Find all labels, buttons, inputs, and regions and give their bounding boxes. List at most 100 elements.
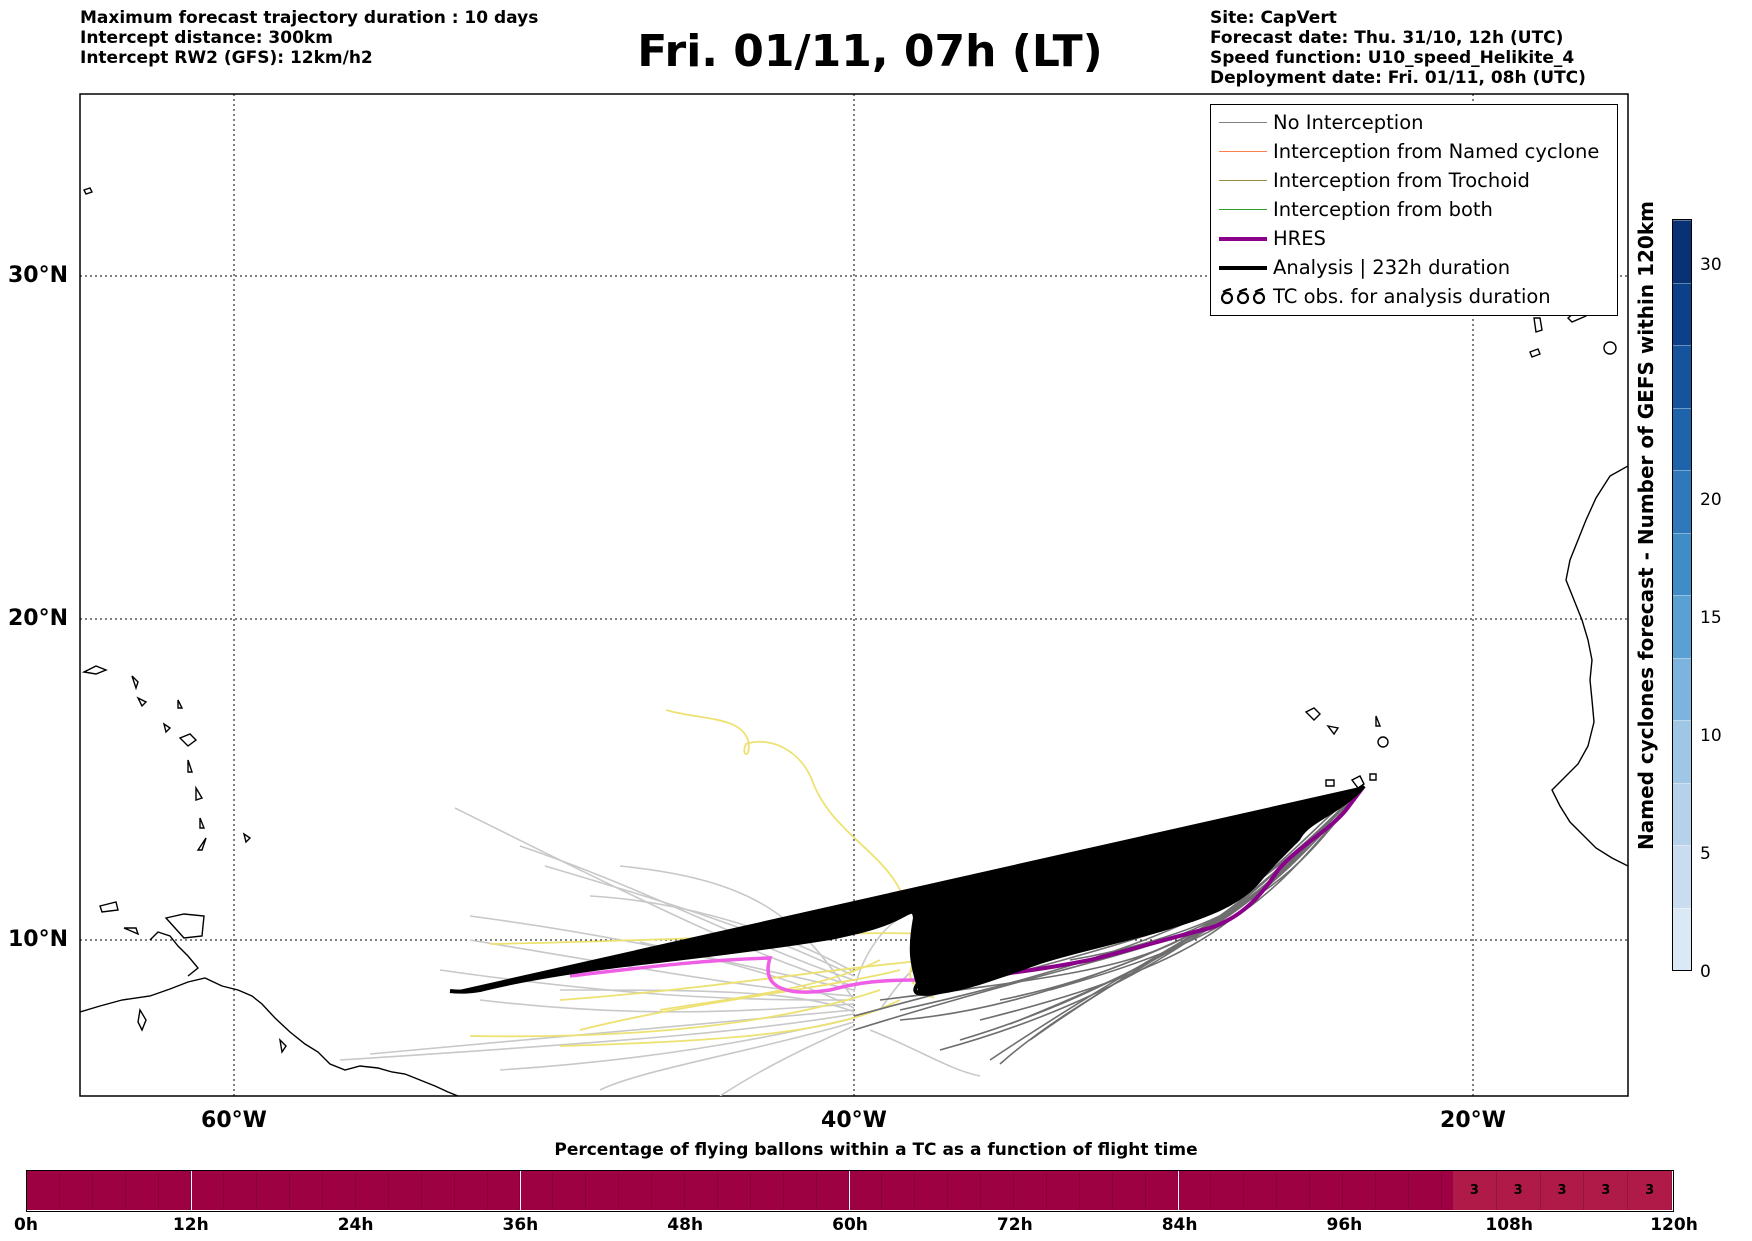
legend-item-tc-obs: TC obs. for analysis duration: [1211, 282, 1617, 311]
time-bar-cell: [717, 1171, 751, 1210]
time-bar-highlight-cell: 3: [1453, 1171, 1497, 1210]
coast-venezuela-2: [149, 931, 199, 977]
colorbar-tick-5: 5: [1700, 844, 1711, 864]
info-max-duration: Maximum forecast trajectory duration : 1…: [80, 8, 539, 28]
lon-label-40: 40°W: [821, 1108, 887, 1133]
legend-swatch: [1219, 151, 1267, 152]
time-bar-cell: [1079, 1171, 1113, 1210]
time-bar-cell: [553, 1171, 587, 1210]
info-forecast-date: Forecast date: Thu. 31/10, 12h (UTC): [1210, 28, 1564, 48]
legend-swatch: [1219, 237, 1267, 241]
info-intercept-distance: Intercept distance: 300km: [80, 28, 333, 48]
legend-label: HRES: [1273, 227, 1326, 250]
time-tick-label: 0h: [14, 1215, 38, 1235]
time-tick-label: 84h: [1161, 1215, 1198, 1235]
island-capeverde-4: [1377, 736, 1389, 748]
time-bar-cell: [1211, 1171, 1245, 1210]
time-bar-cell: [125, 1171, 159, 1210]
island-caribbean-10: [196, 837, 207, 851]
info-intercept-rw2: Intercept RW2 (GFS): 12km/h2: [80, 48, 373, 68]
time-bar-cell: [27, 1171, 60, 1210]
legend-swatch: [1219, 122, 1267, 123]
time-tick-label: 108h: [1485, 1215, 1533, 1235]
lon-label-60: 60°W: [201, 1108, 267, 1133]
colorbar-segment: [1673, 845, 1691, 908]
island-capeverde-3: [1375, 715, 1382, 727]
island-capeverde-1: [1304, 707, 1321, 721]
time-bar-highlight-cell: 3: [1628, 1171, 1672, 1210]
island-caribbean-11: [242, 832, 252, 844]
island-caribbean-2: [131, 675, 139, 691]
time-bar-cell: [1112, 1171, 1146, 1210]
legend-swatch: [1219, 180, 1267, 181]
island-caribbean-7: [187, 759, 193, 773]
colorbar-segment: [1673, 720, 1691, 783]
colorbar-segment: [1673, 907, 1691, 970]
island-small-1: [137, 1008, 147, 1032]
island-canary-4: [1533, 317, 1543, 333]
legend-item-named-cyclone: Interception from Named cyclone: [1211, 137, 1617, 166]
time-bar-cell: [1178, 1171, 1212, 1210]
colorbar-segment: [1673, 345, 1691, 408]
time-bar-cell: [388, 1171, 422, 1210]
colorbar-tick-30: 30: [1700, 255, 1722, 275]
time-bar-cell: [1145, 1171, 1179, 1210]
legend-label: Interception from both: [1273, 198, 1493, 221]
time-bar-cell: [1244, 1171, 1278, 1210]
time-bar-cell: [1277, 1171, 1311, 1210]
time-bar-cell: [454, 1171, 488, 1210]
coast-west-africa: [1551, 465, 1628, 867]
time-bar-cell: [356, 1171, 389, 1210]
colorbar-tick-0: 0: [1700, 962, 1711, 982]
time-bar-cell: [520, 1171, 554, 1210]
colorbar-segment: [1673, 595, 1691, 658]
time-bar-cell: [849, 1171, 883, 1210]
island-caribbean-6: [178, 733, 198, 747]
time-tick-label: 120h: [1650, 1215, 1698, 1235]
info-site: Site: CapVert: [1210, 8, 1337, 28]
time-bar-cell: [158, 1171, 192, 1210]
island-caribbean-9: [199, 817, 206, 829]
legend-label: TC obs. for analysis duration: [1273, 285, 1551, 308]
island-capeverde-2: [1326, 724, 1340, 736]
time-bar-cell: [323, 1171, 356, 1210]
time-bar-cell: [191, 1171, 225, 1210]
time-bar-cell: [783, 1171, 817, 1210]
legend-swatch: [1219, 266, 1267, 270]
lat-label-30: 30°N: [8, 263, 69, 288]
colorbar-segment: [1673, 407, 1691, 470]
time-bar-cell: [59, 1171, 93, 1210]
time-bar-cell: [92, 1171, 126, 1210]
colorbar-tick-15: 15: [1700, 608, 1722, 628]
coastlines: [80, 187, 1628, 1096]
time-bar-cell: [1408, 1171, 1442, 1210]
lon-label-20: 20°W: [1440, 1108, 1506, 1133]
legend-item-no-interception: No Interception: [1211, 108, 1617, 137]
time-bar-cell: [981, 1171, 1014, 1210]
time-bar-cell: [421, 1171, 455, 1210]
time-bar-cell: [1343, 1171, 1376, 1210]
time-tick-label: 12h: [172, 1215, 209, 1235]
time-bar-cell: [257, 1171, 291, 1210]
island-caribbean-8: [195, 785, 204, 801]
page-title: Fri. 01/11, 07h (LT): [637, 26, 1103, 77]
island-capeverde-7: [1369, 773, 1377, 781]
time-bar-cell: [1014, 1171, 1047, 1210]
time-bar-highlight-cell: 3: [1496, 1171, 1541, 1210]
map-legend: No Interception Interception from Named …: [1210, 104, 1618, 316]
time-bar-cell: [915, 1171, 949, 1210]
island-canary-5: [1529, 348, 1541, 358]
island-caribbean-4: [177, 699, 184, 709]
time-tick-label: 72h: [996, 1215, 1033, 1235]
legend-item-both: Interception from both: [1211, 195, 1617, 224]
legend-item-analysis: Analysis | 232h duration: [1211, 253, 1617, 282]
time-tick-label: 60h: [832, 1215, 868, 1235]
island-caribbean-5: [162, 722, 172, 734]
colorbar-segment: [1673, 782, 1691, 845]
legend-label: Interception from Named cyclone: [1273, 140, 1600, 163]
time-tick-label: 96h: [1326, 1215, 1363, 1235]
colorbar-segment: [1673, 282, 1691, 345]
time-bar-cell: [1046, 1171, 1080, 1210]
legend-swatch: [1219, 209, 1267, 210]
